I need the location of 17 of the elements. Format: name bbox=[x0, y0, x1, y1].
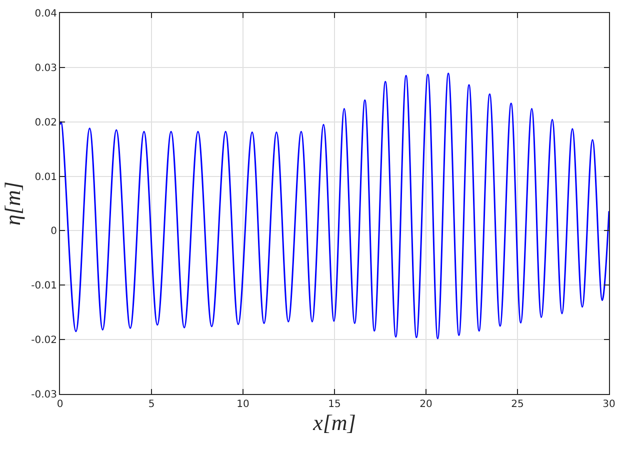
x-tick-label: 25 bbox=[511, 399, 524, 410]
y-tick-label: -0.03 bbox=[31, 390, 57, 400]
y-tick-label: 0.04 bbox=[34, 8, 57, 20]
x-tick-label: 10 bbox=[236, 399, 250, 410]
y-tick-label: 0.01 bbox=[34, 172, 57, 183]
y-tick-label: -0.01 bbox=[31, 280, 57, 292]
x-axis-title: x[m] bbox=[312, 410, 356, 435]
x-tick-label: 30 bbox=[602, 399, 616, 410]
y-tick-label: 0 bbox=[50, 226, 57, 238]
x-tick-label: 15 bbox=[328, 399, 341, 410]
y-tick-label: 0.02 bbox=[34, 117, 57, 128]
line-series bbox=[60, 72, 609, 340]
y-tick-label: 0.03 bbox=[34, 62, 57, 74]
y-tick-label: -0.02 bbox=[31, 335, 57, 346]
x-tick-label: 5 bbox=[148, 399, 155, 410]
y-axis-title: η[m] bbox=[0, 182, 25, 226]
x-tick-label: 20 bbox=[420, 399, 432, 410]
